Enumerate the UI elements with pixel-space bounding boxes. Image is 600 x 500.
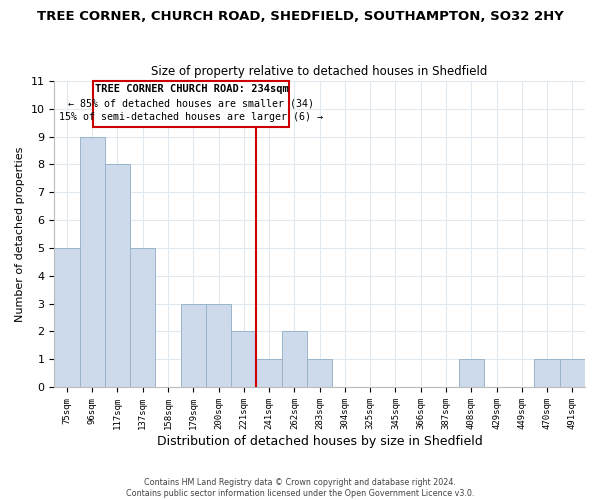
Text: ← 85% of detached houses are smaller (34): ← 85% of detached houses are smaller (34… — [68, 98, 314, 108]
Bar — [80, 136, 105, 387]
Bar — [458, 359, 484, 387]
Text: 15% of semi-detached houses are larger (6) →: 15% of semi-detached houses are larger (… — [59, 112, 323, 122]
Bar — [181, 304, 206, 387]
FancyBboxPatch shape — [94, 81, 289, 127]
Bar — [560, 359, 585, 387]
Bar — [282, 332, 307, 387]
Y-axis label: Number of detached properties: Number of detached properties — [15, 146, 25, 322]
X-axis label: Distribution of detached houses by size in Shedfield: Distribution of detached houses by size … — [157, 434, 482, 448]
Title: Size of property relative to detached houses in Shedfield: Size of property relative to detached ho… — [151, 66, 488, 78]
Bar — [130, 248, 155, 387]
Text: TREE CORNER CHURCH ROAD: 234sqm: TREE CORNER CHURCH ROAD: 234sqm — [95, 84, 288, 94]
Bar — [535, 359, 560, 387]
Text: TREE CORNER, CHURCH ROAD, SHEDFIELD, SOUTHAMPTON, SO32 2HY: TREE CORNER, CHURCH ROAD, SHEDFIELD, SOU… — [37, 10, 563, 23]
Text: Contains HM Land Registry data © Crown copyright and database right 2024.
Contai: Contains HM Land Registry data © Crown c… — [126, 478, 474, 498]
Bar — [54, 248, 80, 387]
Bar — [256, 359, 282, 387]
Bar — [105, 164, 130, 387]
Bar — [231, 332, 256, 387]
Bar — [206, 304, 231, 387]
Bar — [307, 359, 332, 387]
